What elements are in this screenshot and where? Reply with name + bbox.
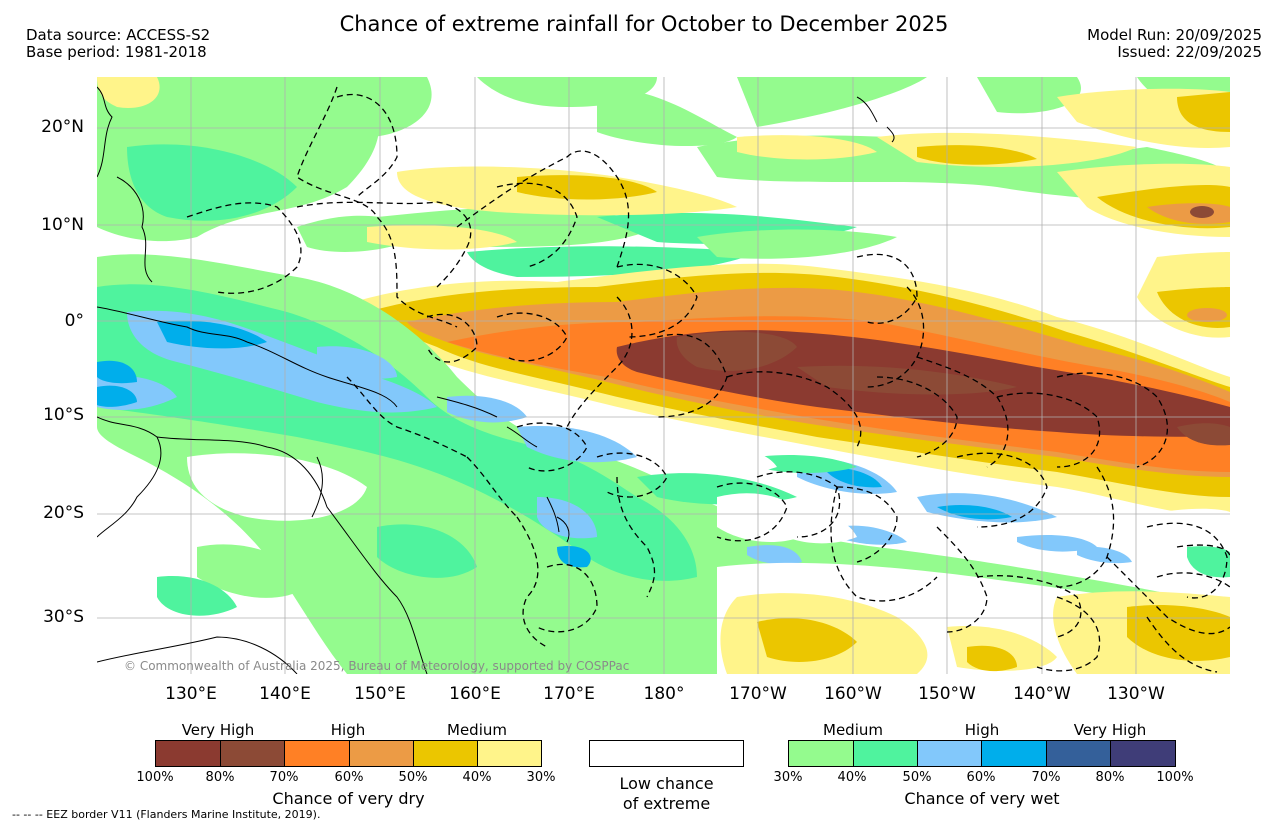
coastlines (97, 86, 895, 674)
low-chance-line1: Low chance (619, 774, 714, 793)
dry-swatch-3 (284, 740, 350, 767)
dry-swatch-2 (220, 740, 285, 767)
dry-tick-80: 80% (205, 770, 235, 785)
eez-border-note: -- -- -- EEZ border V11 (Flanders Marine… (12, 808, 321, 821)
lon-label-170w: 170°W (729, 684, 787, 704)
wet-tick-30: 30% (773, 770, 803, 785)
wet-category-medium: Medium (823, 721, 883, 739)
graticule (97, 77, 1230, 674)
dry-swatch-1 (155, 740, 221, 767)
eez-borders (186, 86, 1230, 673)
dry-category-medium: Medium (447, 721, 507, 739)
dry-axis-label: Chance of very dry (272, 789, 425, 808)
southern-dry-patches (720, 508, 1230, 674)
rainfall-map (97, 77, 1230, 674)
wet-swatch-3 (917, 740, 982, 767)
dry-tick-30: 30% (526, 770, 556, 785)
lon-label-160e: 160°E (449, 684, 501, 704)
wet-swatch-1 (788, 740, 854, 767)
lat-label-10s: 10°S (43, 405, 84, 425)
lon-label-130w: 130°W (1107, 684, 1165, 704)
lon-label-140e: 140°E (259, 684, 311, 704)
dry-swatch-6 (477, 740, 542, 767)
wet-tick-100: 100% (1156, 770, 1194, 785)
lat-label-20n: 20°N (41, 117, 84, 137)
data-source: Data source: ACCESS-S2 (26, 26, 211, 44)
wet-tick-80: 80% (1095, 770, 1125, 785)
wet-category-high: High (964, 721, 1000, 739)
wet-swatch-4 (981, 740, 1047, 767)
wet-tick-70: 70% (1031, 770, 1061, 785)
wet-tick-50: 50% (902, 770, 932, 785)
copyright-notice: © Commonwealth of Australia 2025, Bureau… (124, 659, 630, 673)
map-title: Chance of extreme rainfall for October t… (339, 12, 949, 36)
wet-tick-60: 60% (966, 770, 996, 785)
header-right: Model Run: 20/09/2025 Issued: 22/09/2025 (1087, 27, 1262, 61)
model-run: Model Run: 20/09/2025 (1087, 26, 1262, 44)
lon-label-150e: 150°E (354, 684, 406, 704)
lon-label-160w: 160°W (824, 684, 882, 704)
dry-swatch-4 (349, 740, 414, 767)
base-period: Base period: 1981-2018 (26, 43, 207, 61)
lon-label-180: 180° (643, 684, 685, 704)
lon-label-130e: 130°E (165, 684, 217, 704)
wet-tick-40: 40% (837, 770, 867, 785)
lon-label-140w: 140°W (1013, 684, 1071, 704)
dry-tick-50: 50% (398, 770, 428, 785)
wet-swatch-6 (1110, 740, 1176, 767)
dry-tick-70: 70% (269, 770, 299, 785)
dry-category-very-high: Very High (181, 721, 255, 739)
lat-label-0: 0° (64, 311, 84, 331)
low-chance-label: Low chance of extreme (589, 774, 744, 814)
wet-axis-label: Chance of very wet (904, 789, 1060, 808)
dry-category-high: High (330, 721, 366, 739)
wet-swatch-2 (853, 740, 918, 767)
northern-dry-bands (97, 77, 1230, 338)
wet-swatch-5 (1046, 740, 1111, 767)
lat-label-20s: 20°S (43, 503, 84, 523)
equatorial-dry-tongue (337, 263, 1230, 517)
header-left: Data source: ACCESS-S2 Base period: 1981… (26, 27, 210, 61)
dry-swatch-5 (413, 740, 478, 767)
wet-category-very-high: Very High (1073, 721, 1147, 739)
low-chance-line2: of extreme (622, 794, 711, 813)
lat-label-10n: 10°N (41, 215, 84, 235)
lon-label-150w: 150°W (918, 684, 976, 704)
lon-label-170e: 170°E (543, 684, 595, 704)
dry-tick-100: 100% (136, 770, 174, 785)
issued-date: Issued: 22/09/2025 (1117, 43, 1262, 61)
lat-label-30s: 30°S (43, 607, 84, 627)
low-chance-swatch (589, 740, 744, 767)
dry-tick-40: 40% (462, 770, 492, 785)
dry-tick-60: 60% (334, 770, 364, 785)
